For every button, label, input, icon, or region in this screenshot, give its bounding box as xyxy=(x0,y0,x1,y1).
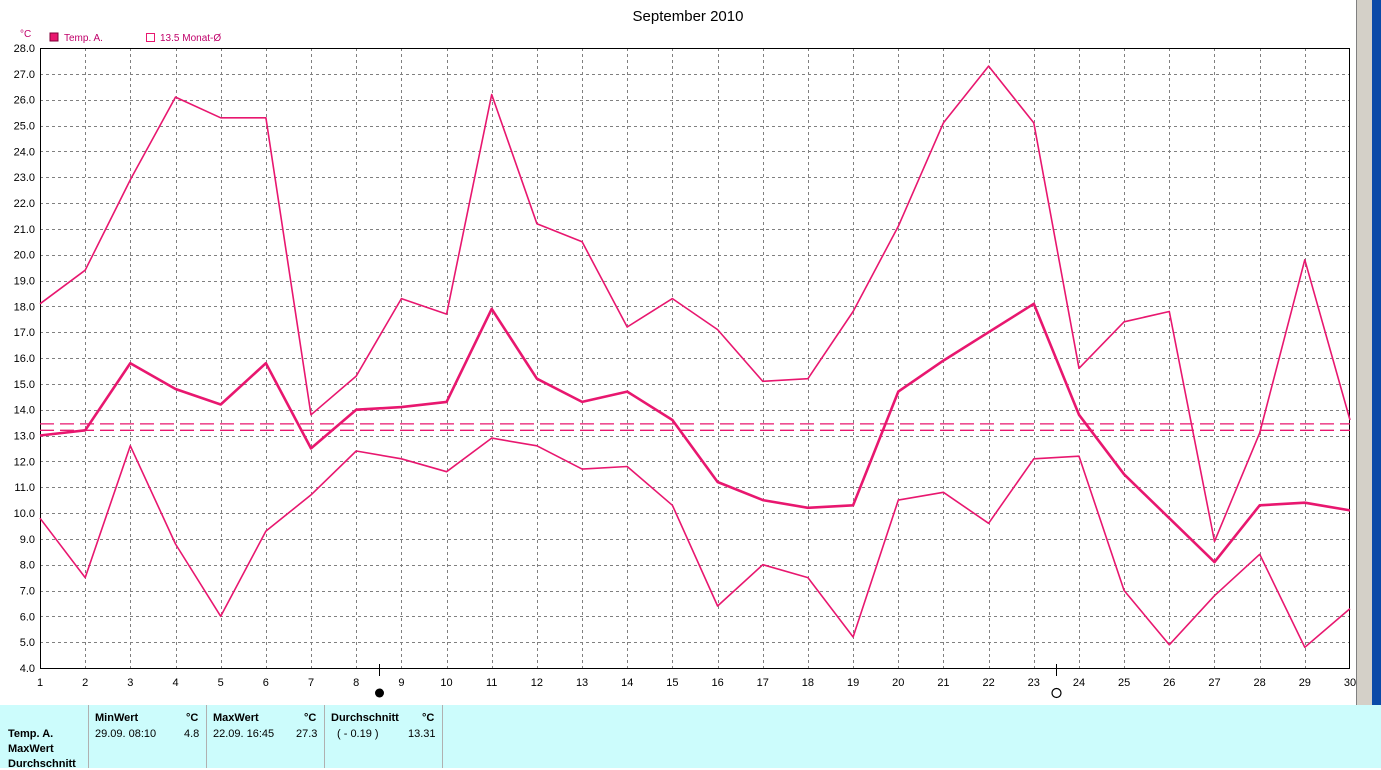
x-tick-label: 11 xyxy=(486,677,497,689)
stats-row-label: MaxWert xyxy=(8,743,54,755)
y-tick-label: 11.0 xyxy=(14,482,35,494)
x-tick-label: 3 xyxy=(127,677,133,689)
x-tick-label: 1 xyxy=(37,677,43,689)
x-tick-label: 18 xyxy=(802,677,814,689)
window-edge xyxy=(1356,0,1381,705)
x-tick-label: 14 xyxy=(621,677,633,689)
x-tick-label: 21 xyxy=(937,677,949,689)
avg-header: Durchschnitt xyxy=(331,712,399,724)
x-tick-label: 10 xyxy=(440,677,452,689)
y-tick-label: 8.0 xyxy=(20,560,35,572)
new-moon-icon xyxy=(375,688,384,698)
full-moon-icon xyxy=(1051,687,1062,699)
legend-marker xyxy=(49,32,59,42)
scrollbar-frame[interactable] xyxy=(1356,0,1372,705)
x-tick-label: 15 xyxy=(666,677,678,689)
y-tick-label: 12.0 xyxy=(14,456,35,468)
x-tick-label: 9 xyxy=(398,677,404,689)
y-tick-label: 25.0 xyxy=(14,121,35,133)
legend-marker xyxy=(146,33,155,42)
x-tick-label: 6 xyxy=(263,677,269,689)
temperature-chart: September 2010 °C Temp. A. 13.5 Monat-Ø 4.0 5… xyxy=(14,8,1356,699)
min-datetime: 29.09. 08:10 xyxy=(95,728,157,740)
y-tick-label: 26.0 xyxy=(14,95,35,107)
y-tick-label: 23.0 xyxy=(14,172,35,184)
avg-delta: ( - 0.19 ) xyxy=(337,728,379,740)
x-tick-label: 19 xyxy=(847,677,859,689)
y-tick-label: 17.0 xyxy=(14,327,35,339)
y-axis-label: °C xyxy=(20,29,31,40)
min-unit: °C xyxy=(186,712,199,724)
x-tick-label: 26 xyxy=(1163,677,1175,689)
stats-row-label: Durchschnitt xyxy=(8,758,76,770)
y-tick-label: 22.0 xyxy=(14,198,35,210)
plot-frame xyxy=(40,48,1350,669)
stats-min-column: MinWert °C 29.09. 08:10 4.8 xyxy=(88,705,206,768)
x-tick-label: 12 xyxy=(531,677,543,689)
series-line-min xyxy=(39,437,1351,649)
min-header: MinWert xyxy=(95,712,139,724)
x-tick-label: 8 xyxy=(353,677,359,689)
y-tick-label: 14.0 xyxy=(14,405,35,417)
x-tick-label: 5 xyxy=(218,677,224,689)
legend-label: Temp. A. xyxy=(64,33,103,44)
y-tick-label: 21.0 xyxy=(14,224,35,236)
legend-label: 13.5 Monat-Ø xyxy=(160,33,221,44)
max-unit: °C xyxy=(304,712,317,724)
y-tick-label: 18.0 xyxy=(14,301,35,313)
x-tick-label: 7 xyxy=(308,677,314,689)
stats-avg-column: Durchschnitt °C ( - 0.19 ) 13.31 xyxy=(324,705,443,768)
y-tick-label: 9.0 xyxy=(20,534,35,546)
y-tick-label: 10.0 xyxy=(14,508,35,520)
stats-panel: Temp. A. MaxWert Durchschnitt MinWert °C… xyxy=(0,705,1381,770)
y-tick-label: 28.0 xyxy=(14,43,35,55)
avg-value: 13.31 xyxy=(408,728,436,740)
stats-max-column: MaxWert °C 22.09. 16:45 27.3 xyxy=(206,705,324,768)
y-tick-label: 7.0 xyxy=(20,586,35,598)
y-tick-label: 19.0 xyxy=(14,276,35,288)
x-tick-label: 24 xyxy=(1073,677,1085,689)
y-tick-label: 27.0 xyxy=(14,69,35,81)
x-tick-label: 25 xyxy=(1118,677,1130,689)
y-tick-label: 4.0 xyxy=(20,663,35,675)
max-header: MaxWert xyxy=(213,712,259,724)
x-tick-label: 2 xyxy=(82,677,88,689)
x-tick-label: 28 xyxy=(1254,677,1266,689)
x-tick-label: 4 xyxy=(172,677,178,689)
x-tick-label: 30 xyxy=(1344,677,1356,689)
x-tick-label: 23 xyxy=(1028,677,1040,689)
avg-unit: °C xyxy=(422,712,435,724)
stats-row-label: Temp. A. xyxy=(8,728,54,740)
x-tick-label: 17 xyxy=(757,677,769,689)
chart-title: September 2010 xyxy=(633,8,744,25)
y-tick-label: 16.0 xyxy=(14,353,35,365)
y-tick-label: 13.0 xyxy=(14,431,35,443)
y-tick-label: 15.0 xyxy=(14,379,35,391)
series-line-max xyxy=(39,65,1351,543)
y-tick-label: 6.0 xyxy=(20,611,35,623)
y-tick-label: 5.0 xyxy=(20,637,35,649)
x-tick-label: 13 xyxy=(576,677,588,689)
y-tick-label: 24.0 xyxy=(14,146,35,158)
max-value: 27.3 xyxy=(296,728,318,740)
max-datetime: 22.09. 16:45 xyxy=(213,728,275,740)
y-tick-label: 20.0 xyxy=(14,250,35,262)
x-tick-label: 22 xyxy=(982,677,994,689)
min-value: 4.8 xyxy=(184,728,200,740)
x-tick-label: 20 xyxy=(892,677,904,689)
series-line-mean xyxy=(39,302,1351,564)
x-tick-label: 29 xyxy=(1299,677,1311,689)
x-tick-label: 27 xyxy=(1208,677,1220,689)
x-tick-label: 16 xyxy=(711,677,723,689)
